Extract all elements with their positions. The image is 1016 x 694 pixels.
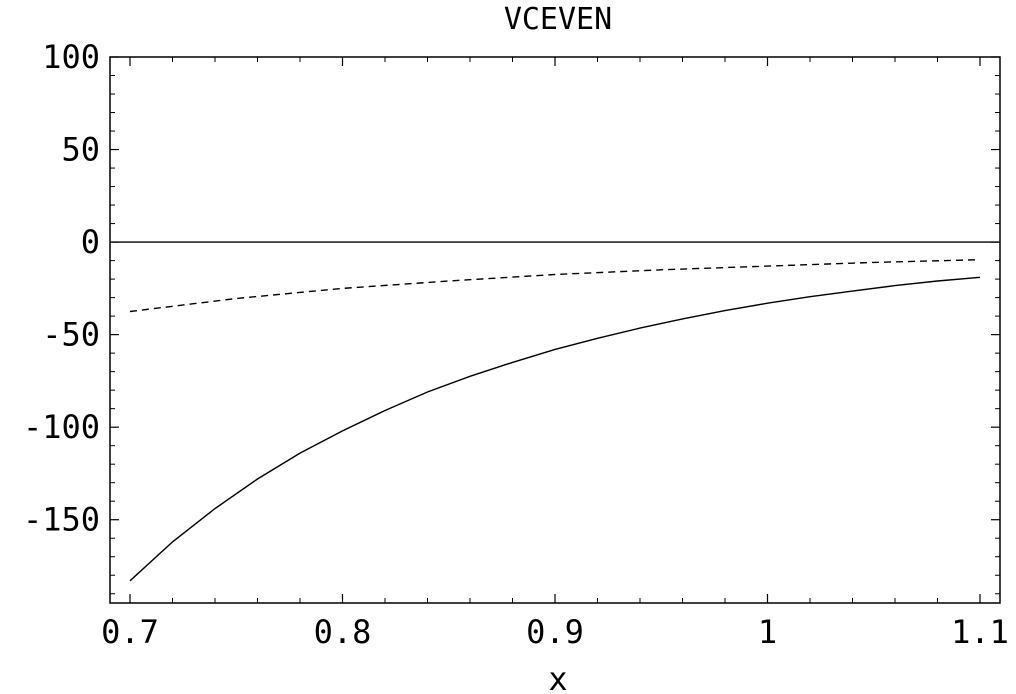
x-tick-labels: 0.7 0.8 0.9 1 1.1 <box>101 613 1009 651</box>
tick-marks <box>110 56 1000 603</box>
y-tick-label: 100 <box>42 38 100 76</box>
y-tick-label: 50 <box>61 131 100 169</box>
series-group <box>129 259 981 582</box>
x-tick-label: 1 <box>758 613 777 651</box>
x-tick-label: 1.1 <box>951 613 1009 651</box>
x-tick-label: 0.8 <box>314 613 372 651</box>
y-tick-label: -150 <box>23 501 100 539</box>
series-solid-line <box>129 276 981 582</box>
x-tick-label: 0.9 <box>526 613 584 651</box>
y-tick-label: -50 <box>42 316 100 354</box>
y-tick-labels: 100 50 0 -50 -100 -150 <box>23 38 100 539</box>
y-tick-label: -100 <box>23 408 100 446</box>
chart-title: VCEVEN <box>504 2 612 37</box>
x-axis-label: x <box>548 660 567 694</box>
plot-frame <box>109 56 1001 604</box>
series-dashed-line <box>129 259 981 313</box>
x-tick-label: 0.7 <box>101 613 159 651</box>
y-tick-label: 0 <box>81 223 100 261</box>
